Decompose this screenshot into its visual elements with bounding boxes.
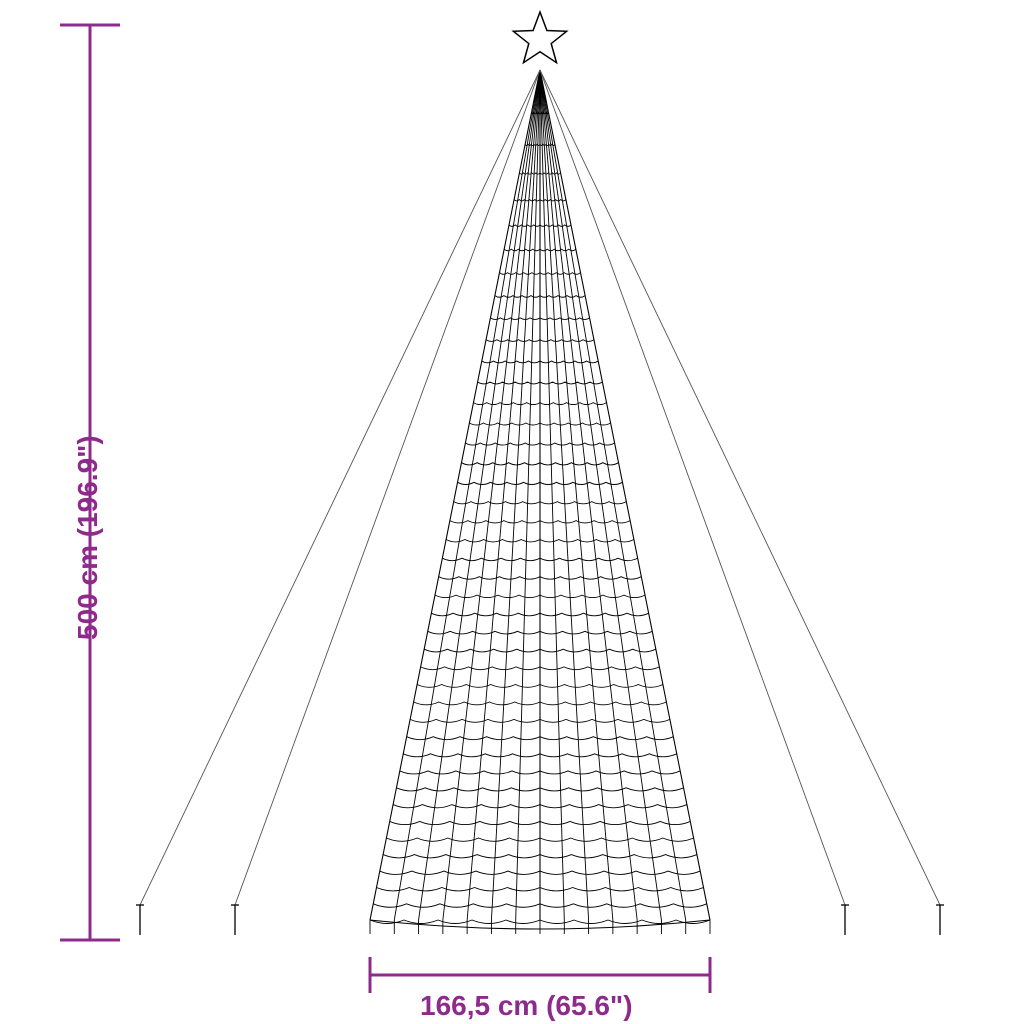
tree-strand xyxy=(467,70,540,920)
tree-strand xyxy=(540,70,637,920)
tree-side-right xyxy=(540,70,710,920)
tree-strand xyxy=(491,70,540,920)
width-dimension-label: 166,5 cm (65.6") xyxy=(420,990,633,1022)
tree-side-left xyxy=(370,70,540,920)
tree-strand xyxy=(540,70,686,920)
tree-strand xyxy=(443,70,540,920)
tree-strand xyxy=(540,70,564,920)
tree-strand xyxy=(394,70,540,920)
tree-strand xyxy=(516,70,540,920)
guy-wire xyxy=(235,70,540,905)
star-icon xyxy=(513,12,566,63)
guy-wire xyxy=(540,70,845,905)
height-dimension-label: 500 cm (196.9") xyxy=(72,435,104,640)
tree-strand xyxy=(540,70,613,920)
tree-strand xyxy=(540,70,589,920)
